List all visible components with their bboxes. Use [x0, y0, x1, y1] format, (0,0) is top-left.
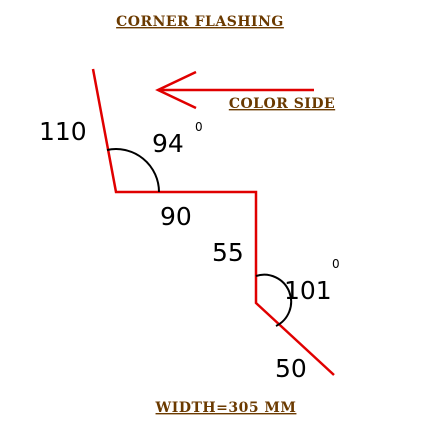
flashing-profile [91, 68, 335, 376]
bottom-leg-dimension: 50 [275, 354, 307, 383]
middle-horizontal-dimension: 90 [160, 202, 192, 231]
bottom-angle-arc [255, 273, 293, 327]
bottom-angle-value: 101 [284, 276, 332, 305]
color-side-arrow [155, 70, 314, 110]
width-label: WIDTH=305 MM [155, 400, 297, 416]
color-side-label: COLOR SIDE [229, 96, 335, 112]
bottom-angle-degree: 0 [332, 257, 340, 271]
vertical-dimension: 55 [212, 238, 244, 267]
top-angle-degree: 0 [195, 120, 203, 134]
top-leg-dimension: 110 [39, 117, 87, 146]
top-angle-value: 94 [152, 129, 184, 158]
top-angle-arc [106, 148, 160, 193]
diagram-title: CORNER FLASHING [116, 14, 284, 30]
